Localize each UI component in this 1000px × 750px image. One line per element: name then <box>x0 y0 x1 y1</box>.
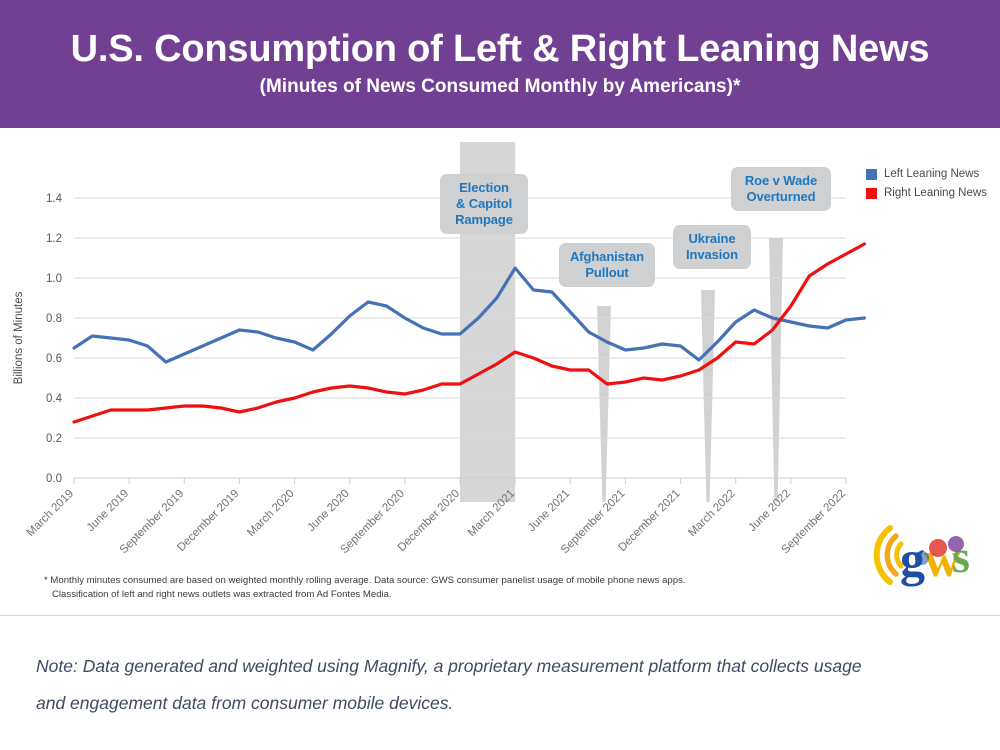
x-tick-label: December 2019 <box>175 488 241 554</box>
x-tick-label: June 2021 <box>526 488 572 534</box>
series-line-right <box>72 242 866 424</box>
legend-swatch-right <box>866 187 877 199</box>
x-tick-label: March 2020 <box>245 488 296 539</box>
annotation-election: Election & Capitol Rampage <box>440 174 528 234</box>
y-tick-label: 0.2 <box>46 433 62 445</box>
legend-item-left[interactable]: Left Leaning News <box>866 168 987 180</box>
footnote-line-1: * Monthly minutes consumed are based on … <box>44 575 686 586</box>
annotation-afghanistan: Afghanistan Pullout <box>559 243 655 287</box>
annotation-ukraine: Ukraine Invasion <box>673 225 751 269</box>
y-tick-label: 1.2 <box>46 233 62 245</box>
event-marker-pin <box>701 290 715 502</box>
y-axis-title: Billions of Minutes <box>13 291 25 384</box>
slide-note: Note: Data generated and weighted using … <box>36 648 976 722</box>
y-tick-label: 0.8 <box>46 313 62 325</box>
annotation-election-line2: & Capitol <box>455 195 513 211</box>
legend-item-right[interactable]: Right Leaning News <box>866 187 987 199</box>
x-tick-label: December 2020 <box>396 488 462 554</box>
y-tick-label: 1.4 <box>46 193 63 205</box>
annotation-ukraine-line2: Invasion <box>686 246 738 262</box>
x-tick-label: December 2021 <box>616 488 682 554</box>
note-line-2: and engagement data from consumer mobile… <box>36 692 454 713</box>
footnote-line-2: Classification of left and right news ou… <box>52 588 392 600</box>
annotation-election-line1: Election <box>459 180 509 195</box>
x-tick-label: March 2022 <box>686 488 737 539</box>
annotation-roe-v-wade: Roe v Wade Overturned <box>731 167 831 211</box>
y-tick-label: 0.6 <box>46 353 62 365</box>
x-tick-label: June 2022 <box>747 488 793 534</box>
x-tick-label: June 2020 <box>305 488 351 534</box>
annotation-roe-line2: Overturned <box>746 188 816 204</box>
legend-label-left: Left Leaning News <box>884 168 980 180</box>
legend-swatch-left <box>866 168 877 180</box>
y-tick-label: 0.0 <box>46 473 62 485</box>
chart-legend: Left Leaning News Right Leaning News <box>866 168 987 199</box>
x-tick-label: March 2019 <box>25 488 76 539</box>
annotation-roe-line1: Roe v Wade <box>744 173 818 188</box>
chart-footnote: * Monthly minutes consumed are based on … <box>44 574 834 602</box>
legend-label-right: Right Leaning News <box>884 187 987 199</box>
y-tick-label: 1.0 <box>46 273 62 285</box>
page-subtitle: (Minutes of News Consumed Monthly by Ame… <box>259 75 741 97</box>
series-line-left <box>72 266 866 364</box>
header-banner: U.S. Consumption of Left & Right Leaning… <box>0 0 1000 128</box>
note-line-1: Note: Data generated and weighted using … <box>36 656 862 676</box>
annotation-afghanistan-line2: Pullout <box>585 264 629 280</box>
page-title: U.S. Consumption of Left & Right Leaning… <box>70 28 930 71</box>
annotation-afghanistan-line1: Afghanistan <box>569 249 644 264</box>
x-tick-label: June 2019 <box>85 488 131 534</box>
y-tick-label: 0.4 <box>46 393 63 405</box>
event-marker-pin <box>597 306 611 502</box>
gws-logo: g w s <box>873 525 970 587</box>
annotation-election-line3: Rampage <box>455 211 513 227</box>
annotation-ukraine-line1: Ukraine <box>688 231 736 246</box>
event-marker-pin <box>769 238 783 502</box>
